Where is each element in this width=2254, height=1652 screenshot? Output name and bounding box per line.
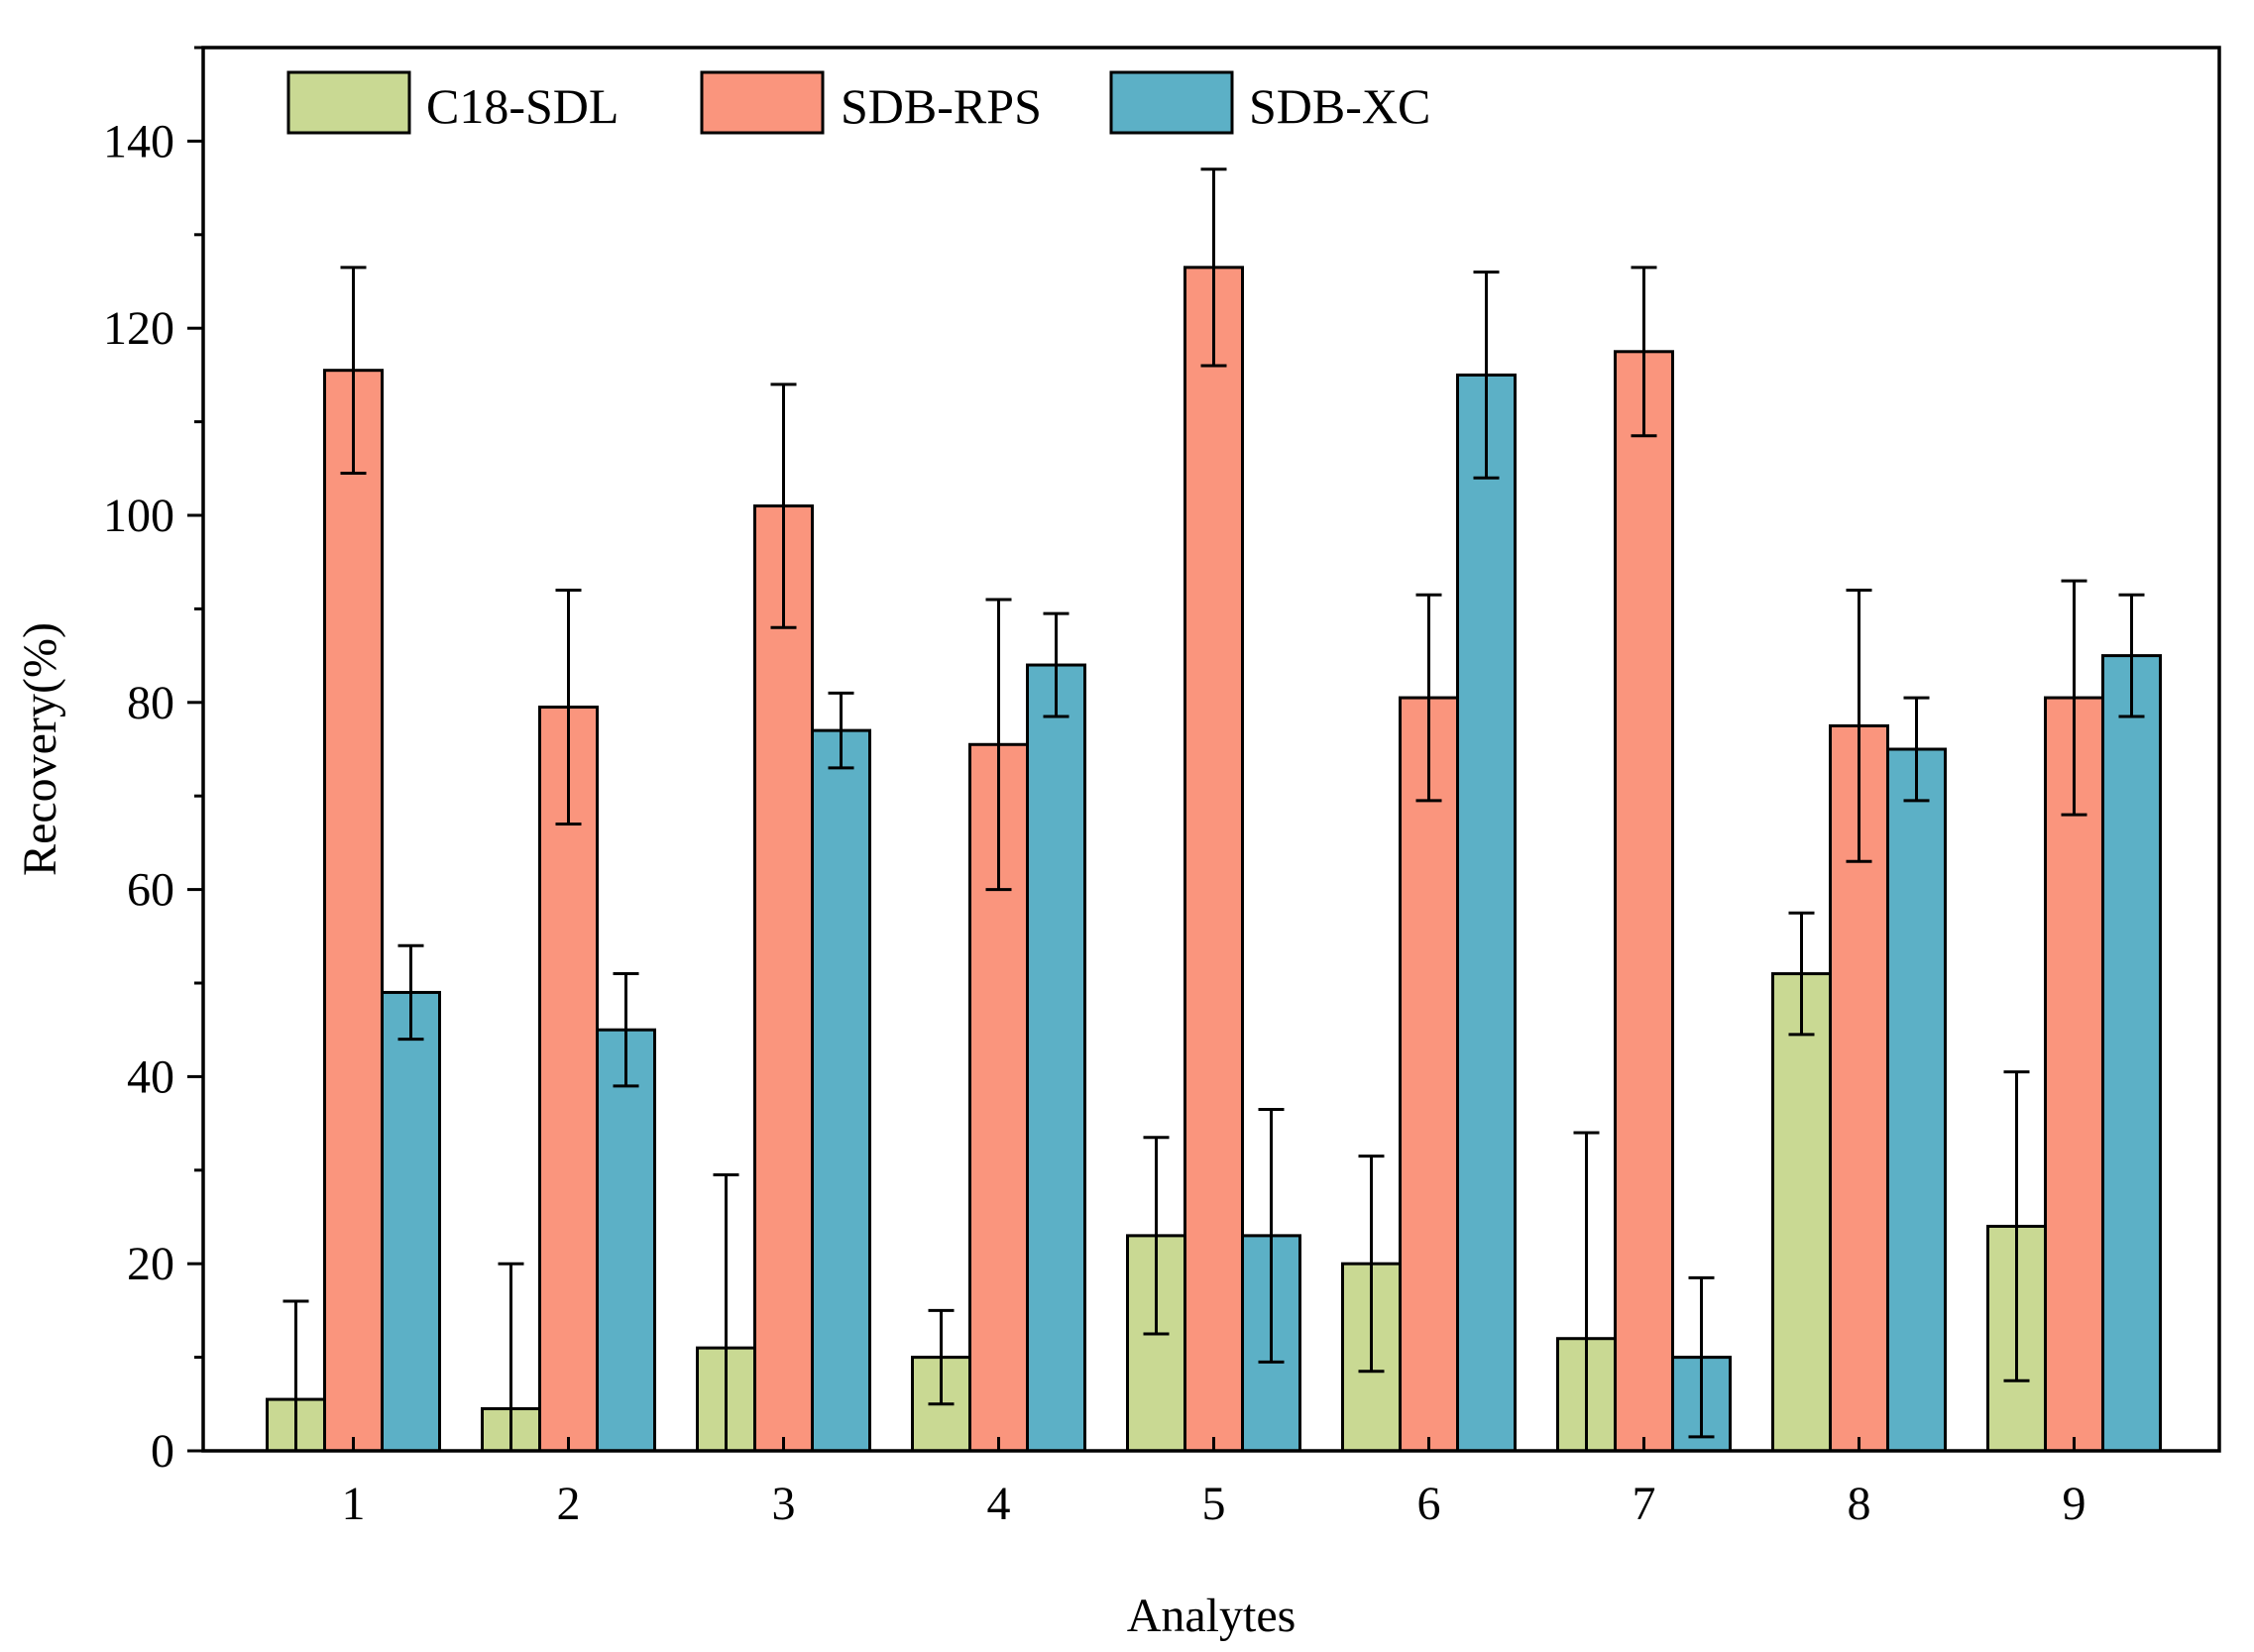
y-tick-label-40: 40 bbox=[127, 1050, 174, 1103]
legend-swatch-c18-sdl bbox=[286, 70, 411, 135]
bar-sdb-xc-analyte-4 bbox=[1026, 663, 1086, 1453]
bar-sdb-xc-analyte-6 bbox=[1456, 373, 1517, 1453]
y-tick-label-60: 60 bbox=[127, 864, 174, 917]
x-tick-label-1: 1 bbox=[342, 1478, 366, 1530]
bar-sdb-xc-analyte-3 bbox=[811, 728, 871, 1453]
x-tick-label-2: 2 bbox=[557, 1478, 581, 1530]
legend-label-sdb-xc: SDB-XC bbox=[1249, 78, 1430, 134]
x-tick-label-7: 7 bbox=[1633, 1478, 1656, 1530]
plot-frame bbox=[201, 46, 2221, 1453]
x-tick-label-4: 4 bbox=[987, 1478, 1011, 1530]
bar-sdb-xc-analyte-1 bbox=[381, 990, 441, 1453]
axes-layer: 1 2 3 4 5 6 7 8 9 0 20 40 60 80 100 120 140 bbox=[103, 46, 2086, 1530]
legend-label-c18-sdl: C18-SDL bbox=[426, 78, 619, 134]
x-tick-label-3: 3 bbox=[772, 1478, 796, 1530]
y-tick-label-20: 20 bbox=[127, 1238, 174, 1290]
y-tick-label-140: 140 bbox=[103, 115, 174, 167]
x-axis-title: Analytes bbox=[1127, 1590, 1296, 1642]
bar-sdb-rps-analyte-7 bbox=[1614, 350, 1674, 1453]
y-tick-label-120: 120 bbox=[103, 302, 174, 355]
x-tick-label-6: 6 bbox=[1417, 1478, 1441, 1530]
legend: C18-SDL SDB-RPS SDB-XC bbox=[286, 70, 1430, 135]
legend-label-sdb-rps: SDB-RPS bbox=[841, 78, 1042, 134]
bar-sdb-xc-analyte-8 bbox=[1886, 747, 1947, 1453]
error-bars-layer bbox=[282, 167, 2145, 1453]
bar-sdb-rps-analyte-1 bbox=[323, 369, 384, 1453]
bar-sdb-rps-analyte-9 bbox=[2044, 696, 2104, 1453]
bar-sdb-rps-analyte-5 bbox=[1183, 266, 1244, 1453]
y-axis-title: Recovery(%) bbox=[14, 622, 66, 876]
x-tick-label-8: 8 bbox=[1848, 1478, 1871, 1530]
bar-c18-sdl-analyte-8 bbox=[1771, 972, 1832, 1453]
legend-swatch-sdb-rps bbox=[700, 70, 825, 135]
y-tick-label-80: 80 bbox=[127, 677, 174, 729]
y-tick-label-100: 100 bbox=[103, 490, 174, 542]
bar-sdb-rps-analyte-6 bbox=[1399, 696, 1459, 1453]
y-tick-label-0: 0 bbox=[151, 1425, 174, 1478]
bar-sdb-xc-analyte-2 bbox=[596, 1028, 656, 1453]
bar-sdb-xc-analyte-9 bbox=[2101, 654, 2162, 1453]
legend-swatch-sdb-xc bbox=[1109, 70, 1234, 135]
x-tick-label-5: 5 bbox=[1202, 1478, 1226, 1530]
x-tick-label-9: 9 bbox=[2063, 1478, 2086, 1530]
bar-sdb-rps-analyte-3 bbox=[753, 504, 814, 1453]
bars-layer bbox=[266, 266, 2162, 1453]
